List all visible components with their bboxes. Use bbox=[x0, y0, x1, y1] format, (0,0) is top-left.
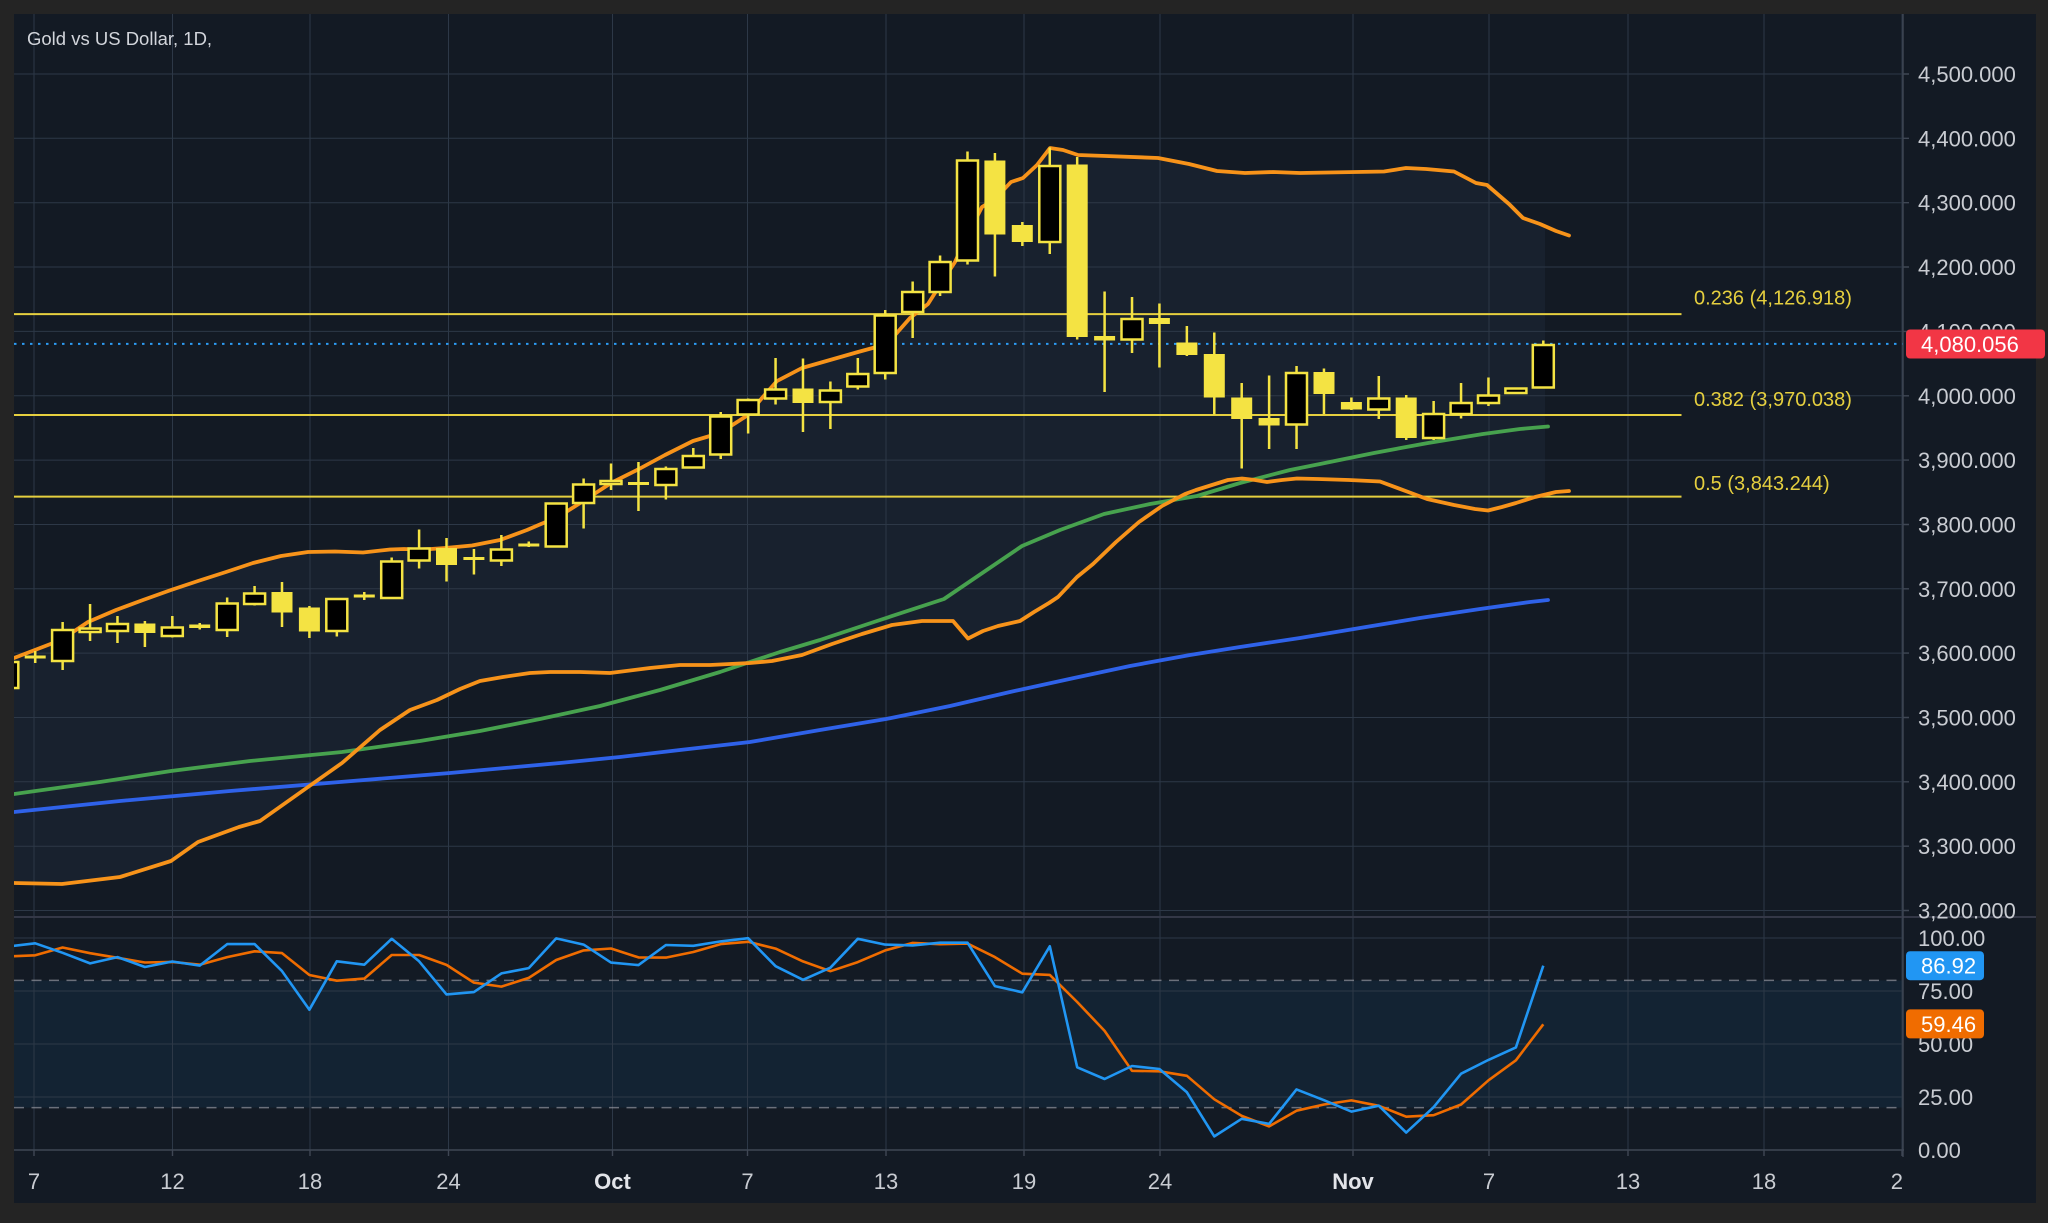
svg-text:0.382 (3,970.038): 0.382 (3,970.038) bbox=[1694, 389, 1852, 411]
svg-text:4,000.000: 4,000.000 bbox=[1918, 384, 2016, 409]
svg-text:4,400.000: 4,400.000 bbox=[1918, 126, 2016, 151]
svg-text:24: 24 bbox=[1148, 1169, 1172, 1194]
svg-text:0.5 (3,843.244): 0.5 (3,843.244) bbox=[1694, 473, 1830, 495]
svg-text:Oct: Oct bbox=[594, 1169, 631, 1194]
svg-text:3,800.000: 3,800.000 bbox=[1918, 513, 2016, 538]
svg-text:4,300.000: 4,300.000 bbox=[1918, 191, 2016, 216]
svg-text:25.00: 25.00 bbox=[1918, 1085, 1973, 1110]
svg-text:3,600.000: 3,600.000 bbox=[1918, 641, 2016, 666]
svg-text:100.00: 100.00 bbox=[1918, 926, 1985, 951]
svg-text:86.92: 86.92 bbox=[1921, 954, 1976, 979]
svg-text:3,500.000: 3,500.000 bbox=[1918, 706, 2016, 731]
svg-text:12: 12 bbox=[160, 1169, 184, 1194]
svg-text:3,200.000: 3,200.000 bbox=[1918, 899, 2016, 924]
svg-text:24: 24 bbox=[436, 1169, 460, 1194]
svg-text:18: 18 bbox=[298, 1169, 322, 1194]
svg-text:18: 18 bbox=[1752, 1169, 1776, 1194]
svg-text:75.00: 75.00 bbox=[1918, 979, 1973, 1004]
svg-text:0.236 (4,126.918): 0.236 (4,126.918) bbox=[1694, 288, 1852, 310]
svg-text:59.46: 59.46 bbox=[1921, 1012, 1976, 1037]
svg-text:4,500.000: 4,500.000 bbox=[1918, 62, 2016, 87]
svg-text:3,900.000: 3,900.000 bbox=[1918, 448, 2016, 473]
svg-text:23: 23 bbox=[1891, 1169, 1915, 1194]
svg-text:3,400.000: 3,400.000 bbox=[1918, 770, 2016, 795]
svg-text:7: 7 bbox=[741, 1169, 753, 1194]
svg-text:4,080.056: 4,080.056 bbox=[1921, 332, 2019, 357]
svg-text:13: 13 bbox=[874, 1169, 898, 1194]
svg-text:3,300.000: 3,300.000 bbox=[1918, 834, 2016, 859]
svg-text:Gold vs US Dollar, 1D,: Gold vs US Dollar, 1D, bbox=[27, 28, 212, 49]
svg-text:4,200.000: 4,200.000 bbox=[1918, 255, 2016, 280]
svg-text:0.00: 0.00 bbox=[1918, 1138, 1961, 1163]
svg-text:13: 13 bbox=[1616, 1169, 1640, 1194]
svg-text:Nov: Nov bbox=[1332, 1169, 1374, 1194]
svg-text:3,700.000: 3,700.000 bbox=[1918, 577, 2016, 602]
svg-text:19: 19 bbox=[1012, 1169, 1036, 1194]
svg-text:7: 7 bbox=[1483, 1169, 1495, 1194]
svg-text:7: 7 bbox=[28, 1169, 40, 1194]
